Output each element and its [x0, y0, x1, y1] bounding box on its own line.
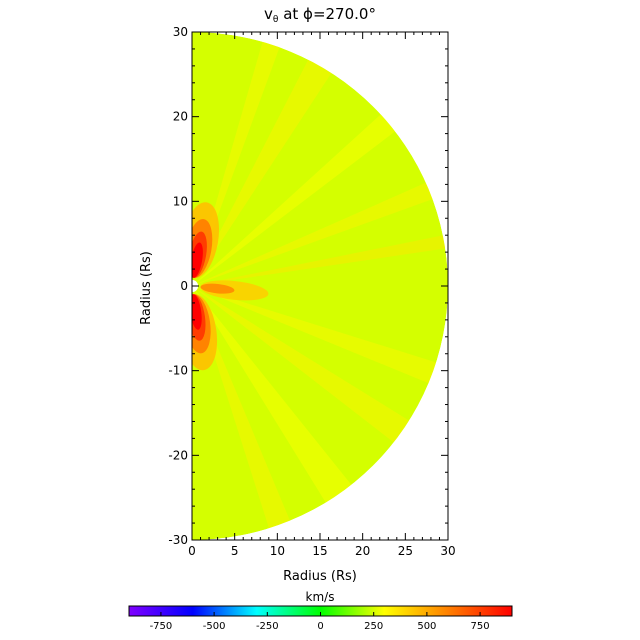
colorbar-tick-label: -500 [203, 621, 226, 632]
y-tick-label: 30 [173, 25, 188, 39]
colorbar-tick-label: -750 [150, 621, 173, 632]
y-tick-label: -30 [168, 533, 188, 547]
x-axis: 0 5 10 15 20 25 30 [188, 32, 456, 558]
streak [192, 48, 339, 286]
x-tick-label: 0 [188, 544, 196, 558]
radial-streaks [192, 32, 448, 540]
streak [192, 286, 448, 389]
y-tick-label: 20 [173, 110, 188, 124]
x-tick-label: 15 [312, 544, 327, 558]
feature-layer [200, 283, 235, 294]
streak [192, 286, 295, 540]
colorbar-label: km/s [306, 590, 335, 604]
high-speed-features [192, 202, 269, 371]
velocity-heatmap [192, 32, 448, 540]
streak [192, 177, 445, 286]
x-tick-label: 5 [231, 544, 239, 558]
y-tick-label: -20 [168, 448, 188, 462]
y-tick-label: -10 [168, 364, 188, 378]
equatorial-streamer-jet [200, 280, 269, 301]
northern-high-speed-lobe [192, 202, 220, 279]
streak [192, 286, 360, 514]
x-tick-label: 10 [270, 544, 285, 558]
y-axis-label: Radius (Rs) [139, 251, 154, 325]
y-tick-label: 0 [180, 279, 188, 293]
colorbar-tick-label: 0 [317, 621, 323, 632]
colorbar-tick-label: -250 [256, 621, 279, 632]
x-tick-label: 30 [440, 544, 455, 558]
southern-high-speed-lobe [192, 294, 218, 371]
colorbar-tick-label: 500 [417, 621, 436, 632]
streak [192, 286, 420, 451]
colorbar-tick-label: 750 [471, 621, 490, 632]
x-tick-label: 25 [398, 544, 413, 558]
chart-title: vθ at ϕ=270.0° [264, 5, 376, 25]
y-tick-label: 10 [173, 194, 188, 208]
background-field [192, 32, 448, 540]
x-tick-label: 20 [355, 544, 370, 558]
streak [192, 105, 406, 286]
y-axis: -30 -20 -10 0 10 20 30 [168, 25, 448, 547]
colorbar-tick-label: 250 [364, 621, 383, 632]
x-axis-label: Radius (Rs) [283, 569, 357, 584]
colorbar-ticks: -750 -500 -250 0 250 500 750 [150, 612, 490, 632]
streak [192, 232, 448, 286]
